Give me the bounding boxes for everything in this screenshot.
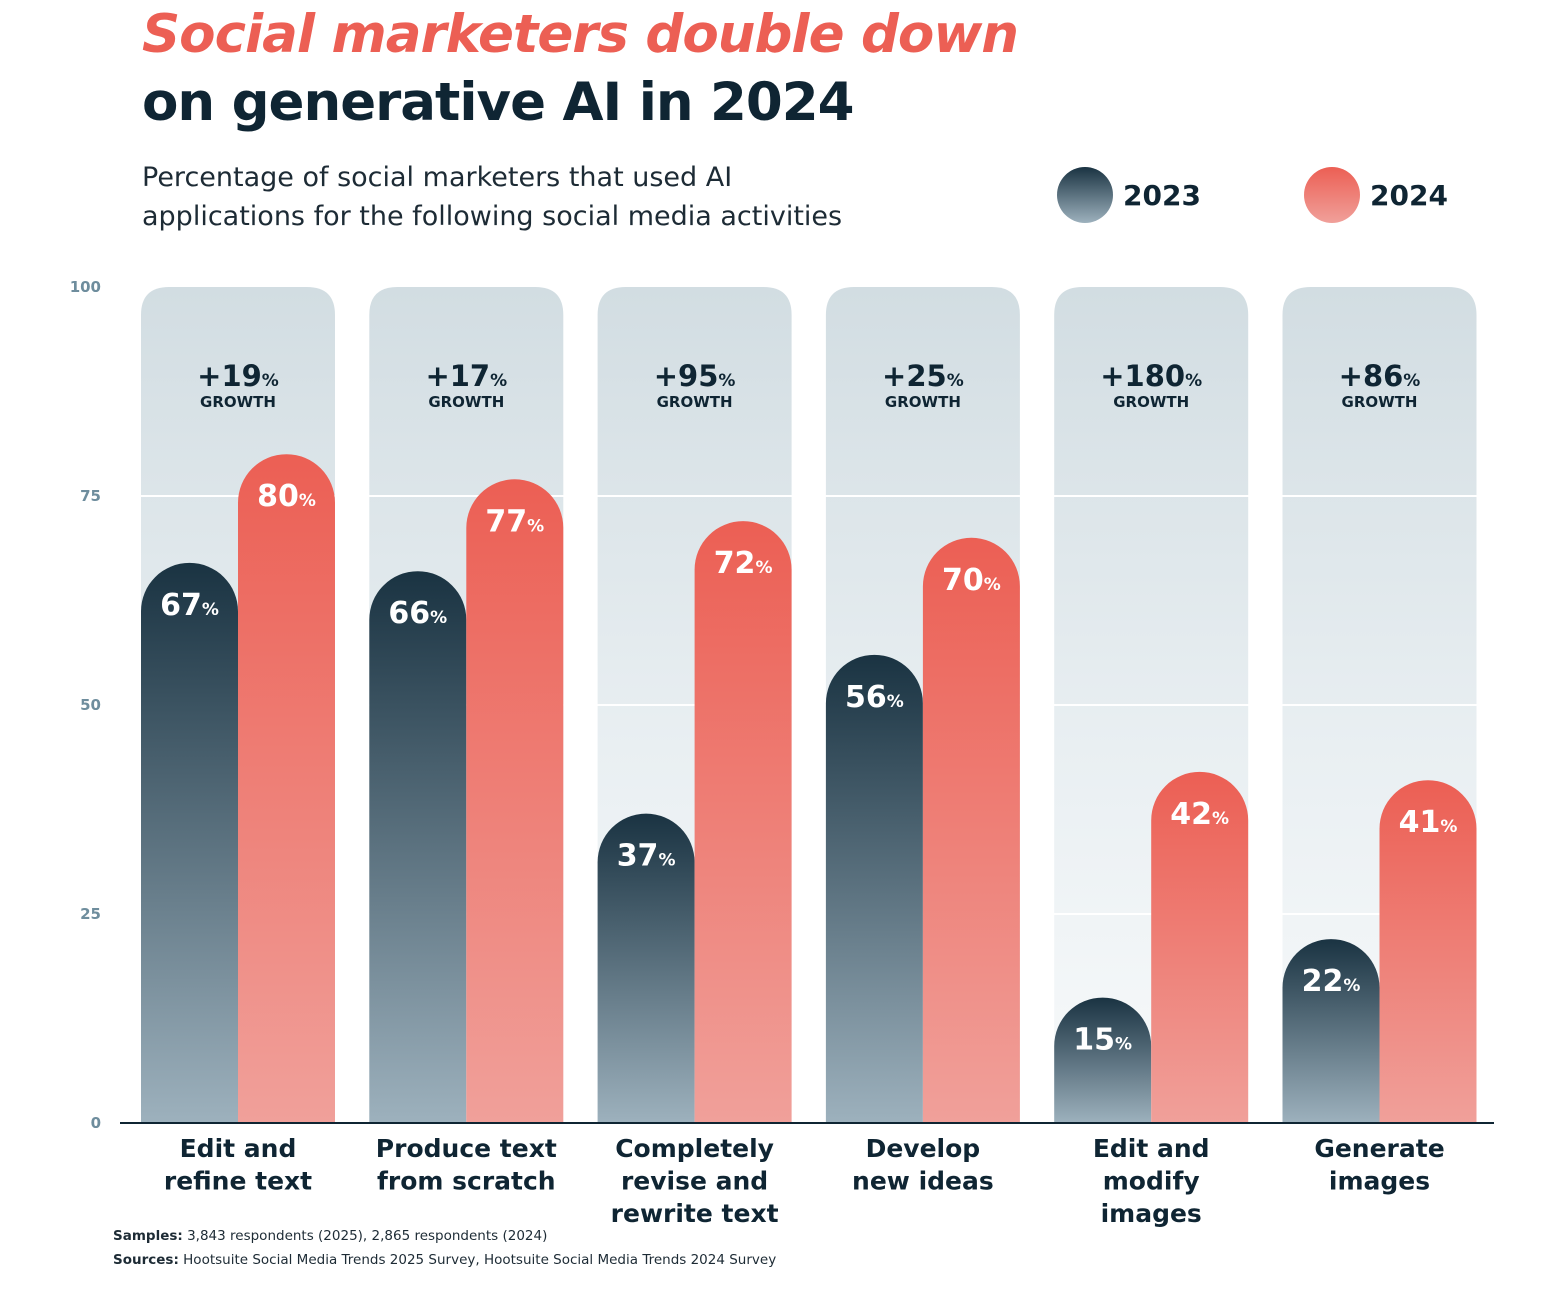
legend-label-2024: 2024 [1370, 178, 1448, 212]
value-label-2023: 15% [1073, 1023, 1132, 1058]
category-label: Completely revise and rewrite text [611, 1134, 779, 1228]
category-label: Develop new ideas [852, 1134, 994, 1196]
category-label: Generate images [1314, 1134, 1444, 1196]
legend-item-2023: 2023 [1057, 166, 1201, 224]
value-label-2023: 67% [160, 588, 219, 623]
value-label-2024: 77% [485, 504, 544, 539]
bar-2023 [1282, 939, 1380, 1123]
value-label-2024: 70% [942, 563, 1001, 598]
category-label: Edit and modify images [1093, 1134, 1210, 1228]
growth-value: +25% [882, 359, 964, 393]
chart-title-line-1: Social marketers double down [142, 4, 1019, 65]
growth-label: GROWTH [885, 393, 961, 411]
growth-value: +19% [197, 359, 279, 393]
sources-text: Hootsuite Social Media Trends 2025 Surve… [183, 1252, 777, 1268]
y-tick-label: 0 [91, 1114, 101, 1132]
chart-title-line-2: on generative AI in 2024 [142, 72, 855, 133]
value-label-2023: 37% [617, 839, 676, 874]
bar-2024 [1151, 771, 1249, 1123]
growth-label: GROWTH [1113, 393, 1189, 411]
value-label-2024: 80% [257, 479, 316, 514]
legend-item-2024: 2024 [1304, 166, 1448, 224]
growth-value: +17% [425, 359, 507, 393]
chart-subtitle: Percentage of social marketers that used… [142, 158, 962, 236]
bar-2023 [369, 571, 467, 1123]
value-label-2024: 72% [714, 546, 773, 581]
bar-2024 [922, 537, 1020, 1123]
value-label-2024: 42% [1170, 797, 1229, 832]
growth-value: +95% [654, 359, 736, 393]
bar-2024 [238, 454, 335, 1123]
legend-swatch-2023 [1057, 167, 1113, 223]
subtitle-line-1: Percentage of social marketers that used… [142, 162, 733, 193]
y-tick-label: 50 [80, 696, 101, 714]
legend-label-2023: 2023 [1123, 178, 1201, 212]
samples-text: 3,843 respondents (2025), 2,865 responde… [187, 1228, 548, 1244]
bar-2024 [466, 479, 564, 1123]
subtitle-line-2: applications for the following social me… [142, 201, 843, 232]
growth-value: +86% [1339, 359, 1421, 393]
sources-label: Sources: [113, 1252, 179, 1268]
growth-label: GROWTH [200, 393, 276, 411]
legend-swatch-2024 [1304, 167, 1360, 223]
footnote-sources: Sources: Hootsuite Social Media Trends 2… [113, 1252, 776, 1268]
category-label: Produce text from scratch [376, 1134, 557, 1196]
footnote-samples: Samples: 3,843 respondents (2025), 2,865… [113, 1228, 547, 1244]
growth-value: +180% [1100, 359, 1202, 393]
value-label-2023: 22% [1302, 964, 1361, 999]
bar-2023 [825, 654, 923, 1123]
growth-label: GROWTH [657, 393, 733, 411]
bar-2023 [141, 562, 238, 1123]
bar-2023 [597, 813, 695, 1123]
growth-label: GROWTH [428, 393, 504, 411]
category-label: Edit and refine text [164, 1134, 312, 1196]
y-tick-label: 25 [80, 905, 101, 923]
samples-label: Samples: [113, 1228, 183, 1244]
value-label-2023: 66% [388, 596, 447, 631]
growth-label: GROWTH [1342, 393, 1418, 411]
bar-2024 [694, 521, 792, 1123]
y-tick-label: 75 [80, 487, 101, 505]
y-tick-label: 100 [70, 278, 101, 296]
value-label-2024: 41% [1399, 805, 1458, 840]
bar-2023 [1054, 997, 1152, 1123]
bar-2024 [1379, 780, 1477, 1123]
value-label-2023: 56% [845, 680, 904, 715]
